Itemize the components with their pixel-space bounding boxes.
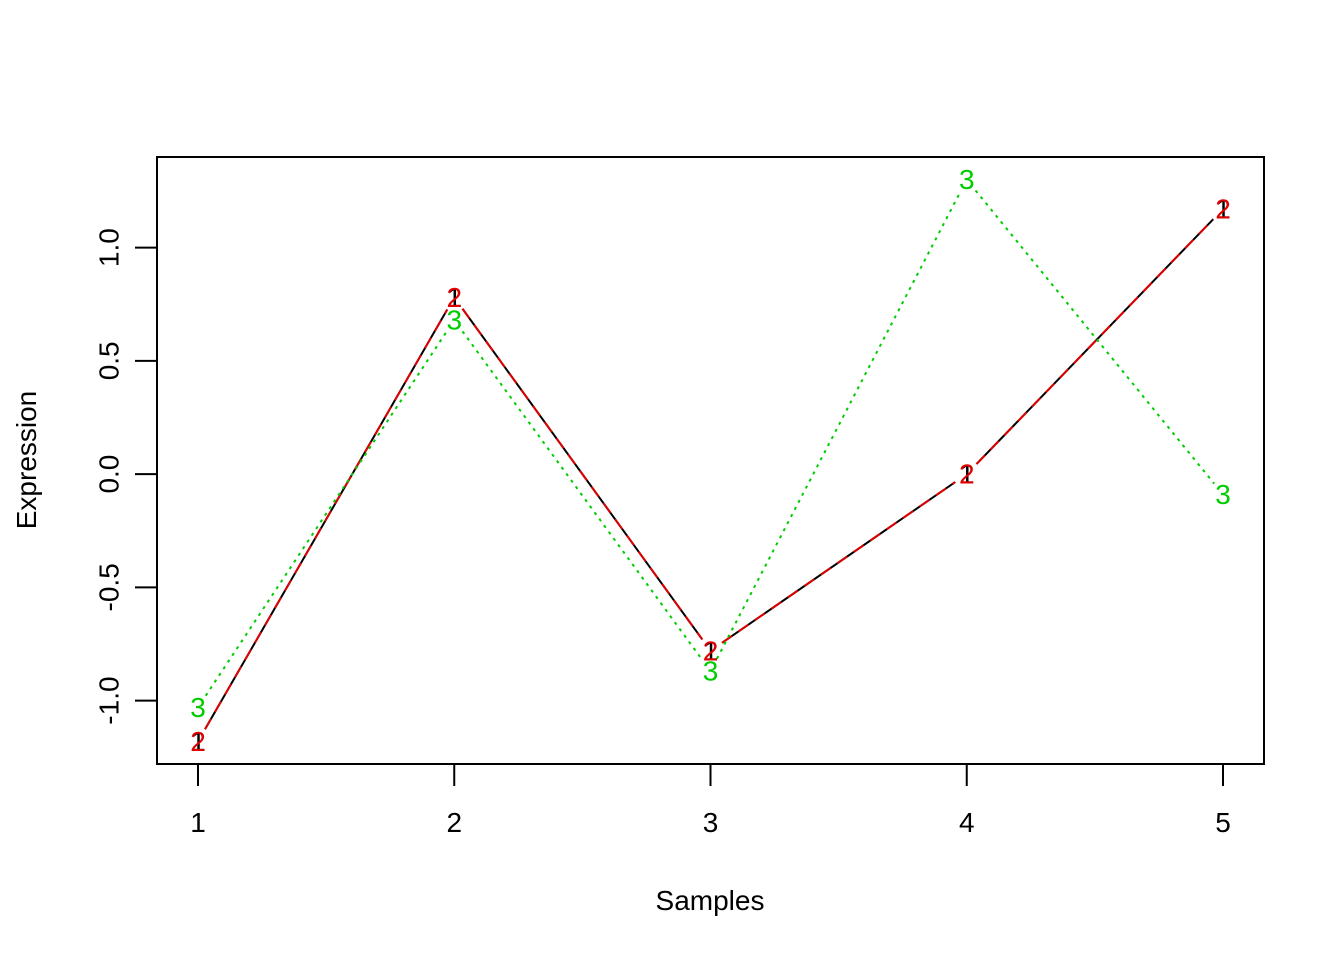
series-2-segment: [975, 218, 1214, 465]
series-3-segment: [716, 191, 962, 660]
series-1-point: 1: [703, 635, 719, 666]
series-1-point: 1: [959, 459, 975, 490]
x-axis-label: Samples: [656, 885, 765, 916]
y-tick-label: -0.5: [94, 563, 125, 611]
series-2-point: 2: [1215, 194, 1231, 225]
series-1-point: 1: [446, 282, 462, 313]
y-tick-label: 0.0: [94, 455, 125, 494]
series-1-point: 1: [190, 726, 206, 757]
series-3-point: 3: [1215, 479, 1231, 510]
series-2-point: 2: [703, 635, 719, 666]
series-3-segment: [204, 331, 448, 697]
series-2-segment: [204, 309, 449, 730]
y-axis: -1.0 -0.5 0.0 0.5 1.0: [94, 228, 158, 725]
series-2-segment: [721, 481, 956, 644]
series-lines: [204, 189, 1215, 730]
series-2-point: 2: [446, 282, 462, 313]
series-3-point: 3: [446, 305, 462, 336]
y-tick-label: 1.0: [94, 228, 125, 267]
x-tick-label: 4: [959, 807, 975, 838]
y-tick-label: 0.5: [94, 341, 125, 380]
series-3-point: 3: [959, 164, 975, 195]
x-tick-label: 3: [703, 807, 719, 838]
series-2-point: 2: [190, 726, 206, 757]
y-tick-label: -1.0: [94, 676, 125, 724]
x-axis: 1 2 3 4 5: [190, 763, 1231, 838]
series-3-segment: [461, 330, 704, 661]
x-tick-label: 2: [446, 807, 462, 838]
x-tick-label: 5: [1215, 807, 1231, 838]
series-2-segment: [461, 308, 704, 641]
series-2-point: 2: [959, 459, 975, 490]
series-3-segment: [974, 189, 1215, 485]
x-tick-label: 1: [190, 807, 206, 838]
y-axis-label: Expression: [11, 391, 42, 530]
series-3-point: 3: [190, 692, 206, 723]
series-1-point: 1: [1215, 194, 1231, 225]
series-3-point: 3: [703, 656, 719, 687]
